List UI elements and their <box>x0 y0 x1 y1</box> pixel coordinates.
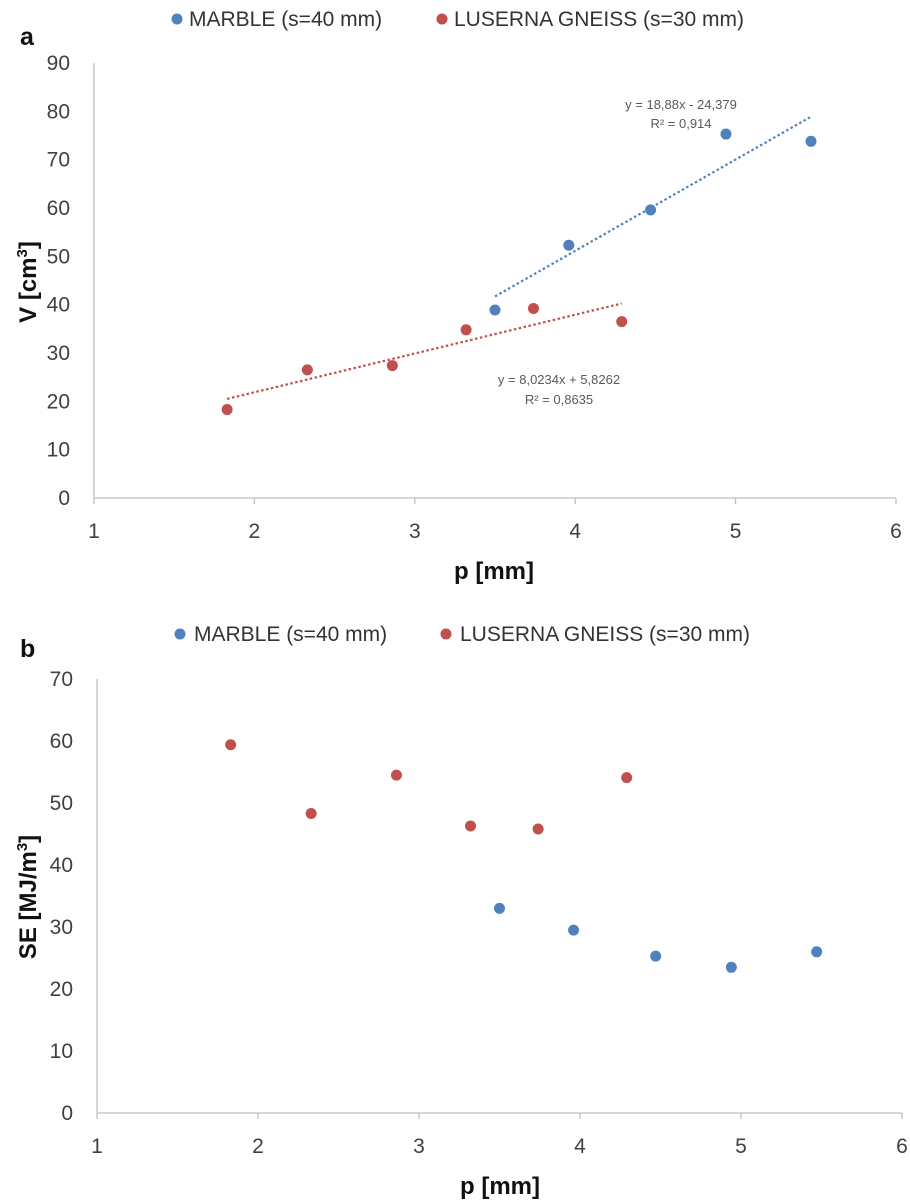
legend-label-gneiss-b: LUSERNA GNEISS (s=30 mm) <box>460 623 750 646</box>
data-point-gneiss-b <box>465 820 477 832</box>
data-point-gneiss-b <box>532 823 544 835</box>
legend-label-marble-a: MARBLE (s=40 mm) <box>189 8 382 31</box>
panel-label-a: a <box>20 23 35 51</box>
data-point-gneiss-a <box>616 316 628 328</box>
legend-marker-gneiss-a <box>436 13 448 25</box>
legend-marker-marble-b <box>174 628 186 640</box>
y-tick-label-a: 50 <box>47 245 70 268</box>
data-point-gneiss-b <box>390 769 402 781</box>
trendline-equation-gneiss: y = 8,0234x + 5,8262 <box>498 372 620 387</box>
x-tick-label-a: 3 <box>409 520 421 543</box>
y-tick-label-b: 10 <box>50 1040 73 1063</box>
x-tick-label-a: 2 <box>249 520 261 543</box>
data-point-marble-a <box>720 128 732 140</box>
data-point-marble-b <box>811 946 823 958</box>
data-point-marble-a <box>489 304 501 316</box>
x-tick-label-b: 6 <box>896 1135 908 1158</box>
x-axis-title-a: p [mm] <box>454 558 534 585</box>
data-point-marble-b <box>650 950 662 962</box>
legend-label-marble-b: MARBLE (s=40 mm) <box>194 623 387 646</box>
data-point-marble-b <box>725 961 737 973</box>
y-tick-label-b: 40 <box>50 854 73 877</box>
x-axis-title-b: p [mm] <box>460 1173 540 1200</box>
y-tick-label-b: 30 <box>50 916 73 939</box>
y-tick-label-a: 60 <box>47 197 70 220</box>
y-axis-title-a: V [cm3] <box>14 241 42 323</box>
data-point-gneiss-b <box>621 772 633 784</box>
trendline-r2-marble: R² = 0,914 <box>650 116 711 131</box>
y-tick-label-b: 50 <box>50 792 73 815</box>
x-tick-label-a: 6 <box>890 520 902 543</box>
data-point-gneiss-a <box>221 404 233 416</box>
legend-label-gneiss-a: LUSERNA GNEISS (s=30 mm) <box>454 8 744 31</box>
y-tick-label-a: 0 <box>58 487 70 510</box>
x-tick-label-b: 5 <box>735 1135 747 1158</box>
data-point-gneiss-a <box>460 324 472 336</box>
y-tick-label-a: 40 <box>47 294 70 317</box>
y-tick-label-b: 20 <box>50 978 73 1001</box>
y-tick-label-a: 10 <box>47 439 70 462</box>
data-point-marble-a <box>563 239 575 251</box>
data-point-marble-a <box>645 204 657 216</box>
x-tick-label-a: 5 <box>730 520 742 543</box>
chart-panel-a: MARBLE (s=40 mm) LUSERNA GNEISS (s=30 mm… <box>14 8 902 585</box>
data-point-marble-b <box>568 924 580 936</box>
x-tick-label-b: 3 <box>413 1135 425 1158</box>
legend-marker-marble-a <box>171 13 183 25</box>
data-point-marble-b <box>494 902 505 914</box>
y-tick-label-b: 0 <box>61 1102 73 1125</box>
legend-marker-gneiss-b <box>440 628 452 640</box>
y-tick-label-a: 70 <box>47 149 70 172</box>
y-tick-label-b: 60 <box>50 730 73 753</box>
panel-label-b: b <box>20 635 35 663</box>
chart-panel-b: MARBLE (s=40 mm) LUSERNA GNEISS (s=30 mm… <box>14 623 908 1200</box>
data-point-gneiss-b <box>225 739 237 751</box>
x-tick-label-b: 4 <box>574 1135 586 1158</box>
y-tick-label-a: 30 <box>47 342 70 365</box>
y-tick-label-b: 70 <box>50 668 73 691</box>
data-point-marble-a <box>805 135 817 147</box>
trendline-r2-gneiss: R² = 0,8635 <box>525 392 593 407</box>
trendline-equation-marble: y = 18,88x - 24,379 <box>625 97 737 112</box>
data-point-gneiss-a <box>386 360 398 372</box>
data-point-gneiss-a <box>301 364 313 376</box>
x-tick-label-b: 1 <box>91 1135 103 1158</box>
data-point-gneiss-a <box>527 303 539 315</box>
y-tick-label-a: 90 <box>47 52 70 75</box>
x-tick-label-a: 4 <box>569 520 581 543</box>
x-tick-label-a: 1 <box>88 520 100 543</box>
y-tick-label-a: 20 <box>47 390 70 413</box>
data-point-gneiss-b <box>305 808 317 820</box>
y-axis-title-b: SE [MJ/m3] <box>14 835 42 959</box>
y-tick-label-a: 80 <box>47 100 70 123</box>
x-tick-label-b: 2 <box>252 1135 264 1158</box>
